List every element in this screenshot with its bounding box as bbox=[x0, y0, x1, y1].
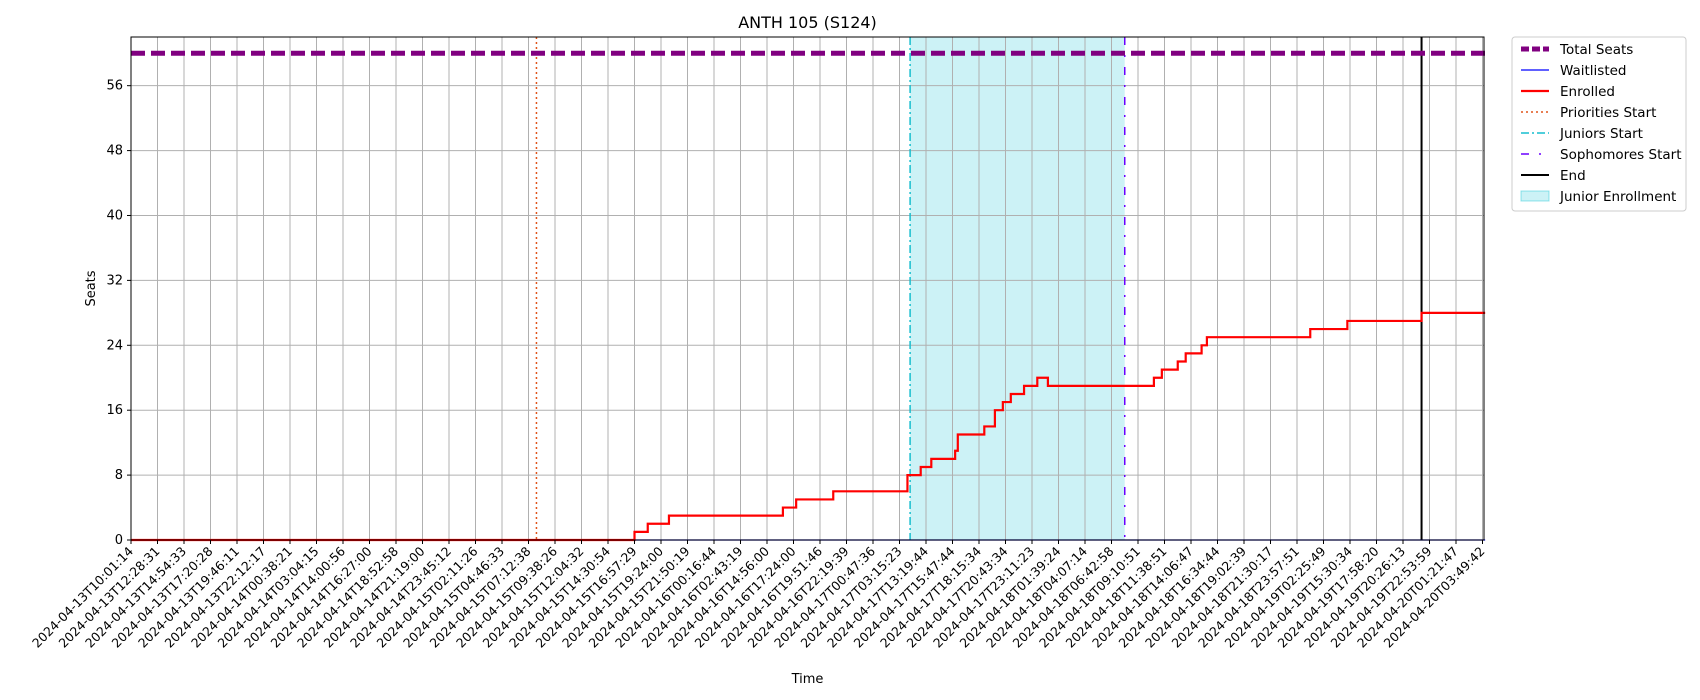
y-tick-label: 16 bbox=[106, 403, 123, 418]
x-axis-label: Time bbox=[791, 672, 824, 687]
shaded-regions bbox=[910, 37, 1125, 540]
y-tick-label: 8 bbox=[115, 468, 123, 483]
y-tick-label: 0 bbox=[115, 533, 123, 548]
legend-label-junior-enrollment: Junior Enrollment bbox=[1559, 189, 1676, 205]
y-tick-label: 56 bbox=[106, 79, 123, 94]
y-tick-label: 48 bbox=[106, 144, 123, 159]
legend-label-enrolled: Enrolled bbox=[1560, 84, 1615, 100]
legend-label-priorities-start: Priorities Start bbox=[1560, 105, 1656, 121]
grid bbox=[130, 37, 1484, 541]
enrolled-line bbox=[131, 311, 1486, 542]
junior-enrollment-region bbox=[910, 37, 1125, 540]
legend-label-juniors-start: Juniors Start bbox=[1559, 126, 1643, 142]
legend-label-total-seats: Total Seats bbox=[1559, 42, 1633, 58]
y-tick-label: 32 bbox=[106, 273, 123, 288]
legend: Total Seats Waitlisted Enrolled Priorities … bbox=[1511, 36, 1687, 212]
legend-box bbox=[1511, 36, 1687, 212]
y-tick-label: 40 bbox=[106, 208, 123, 223]
legend-swatch-junior-enrollment bbox=[1520, 190, 1550, 202]
y-axis-label: Seats bbox=[84, 270, 99, 306]
chart-title: ANTH 105 (S124) bbox=[738, 13, 877, 32]
legend-label-sophomores-start: Sophomores Start bbox=[1560, 147, 1682, 163]
event-markers bbox=[535, 37, 1423, 540]
plot-frame bbox=[130, 36, 1485, 541]
legend-label-waitlisted: Waitlisted bbox=[1560, 63, 1627, 79]
legend-label-end: End bbox=[1560, 168, 1586, 184]
y-tick-label: 24 bbox=[106, 338, 123, 353]
axes: 081624324048562024-04-13T10:01:142024-04… bbox=[29, 36, 1488, 651]
